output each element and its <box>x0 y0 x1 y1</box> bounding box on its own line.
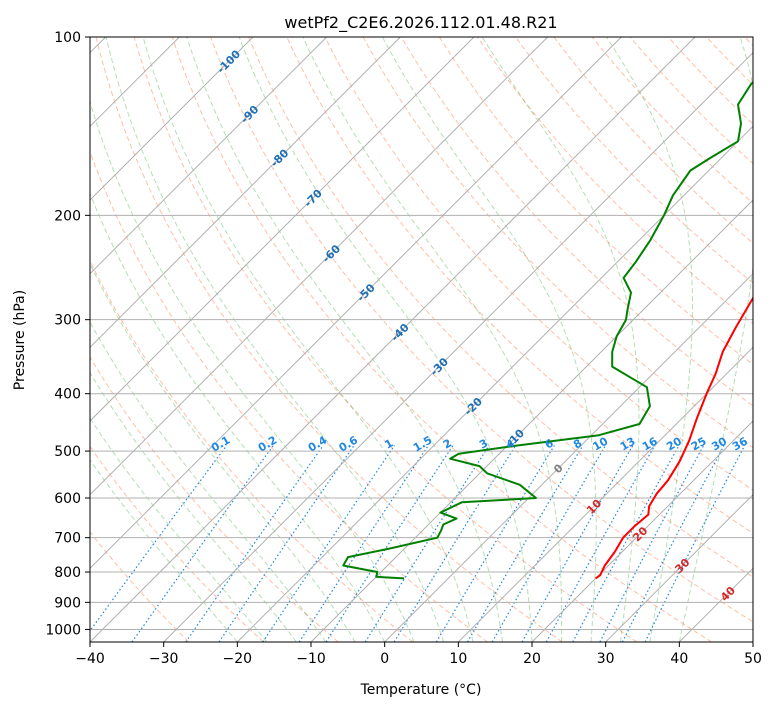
dry-adiabat-line <box>90 150 488 642</box>
mixing-ratio-line <box>325 445 454 642</box>
dry-adiabat-line <box>95 37 563 642</box>
dry-adiabat-line <box>90 531 190 642</box>
y-axis-ticks: 100 200 300 400 500 600 700 800 900 1000 <box>45 30 90 638</box>
y-axis-label: Pressure (hPa) <box>12 290 28 390</box>
dry-adiabat-line <box>591 37 753 204</box>
isotherm-grid-line <box>384 272 753 642</box>
mixing-ratio-line <box>491 445 607 642</box>
x-axis-label: Temperature (°C) <box>360 682 482 698</box>
isotherm-grid-line <box>90 37 622 570</box>
x-tick-label: −10 <box>296 651 326 667</box>
sounding-series <box>342 81 753 580</box>
moist-adiabat-line <box>90 417 268 642</box>
isotherm-grid-line <box>90 37 254 201</box>
isotherm-grid-line <box>90 37 475 422</box>
mixing-ratio-line <box>298 445 429 642</box>
mixing-ratio-line <box>521 445 634 642</box>
x-tick-label: −40 <box>75 651 105 667</box>
temperature-profile-line <box>595 296 753 580</box>
mixing-ratio-line <box>572 445 680 642</box>
isotherm-grid-line <box>605 493 753 642</box>
y-tick-label: 400 <box>54 387 81 403</box>
mixing-ratio-line <box>393 445 517 642</box>
dry-adiabat-line <box>477 37 753 325</box>
moist-adiabat-line <box>238 37 533 642</box>
mixing-ratio-lines <box>90 445 746 642</box>
moist-adiabat-line <box>302 37 563 642</box>
x-tick-label: 0 <box>380 651 389 667</box>
x-tick-label: 10 <box>449 651 467 667</box>
x-tick-label: −20 <box>223 651 253 667</box>
chart-title: wetPf2_C2E6.2026.112.01.48.R21 <box>284 13 557 33</box>
mixing-ratio-line <box>262 445 396 642</box>
isotherm-grid-line <box>531 420 753 642</box>
y-tick-label: 600 <box>54 491 81 507</box>
mixing-ratio-line <box>131 445 274 642</box>
y-tick-label: 300 <box>54 313 81 329</box>
moist-adiabat-line <box>481 37 640 642</box>
dry-adiabat-line <box>286 37 753 534</box>
dry-adiabat-line <box>133 37 638 642</box>
dry-adiabat-line <box>90 259 414 642</box>
x-tick-label: 20 <box>523 651 541 667</box>
isotherm-grid-line <box>236 125 753 642</box>
moist-adiabat-line <box>186 37 503 642</box>
isotherm-grid-line <box>457 346 753 642</box>
y-tick-label: 100 <box>54 30 81 46</box>
y-tick-label: 700 <box>54 531 81 547</box>
x-axis-ticks: −40 −30 −20 −10 0 10 20 30 40 50 <box>75 642 762 667</box>
dry-adiabat-line <box>248 37 753 578</box>
dry-adiabat-line <box>553 37 753 244</box>
isotherm-grid-line <box>90 37 549 496</box>
moist-adiabat-line <box>381 37 597 642</box>
plot-frame <box>89 36 754 643</box>
dry-adiabat-line <box>90 356 339 642</box>
grid-lines <box>90 37 753 642</box>
x-tick-label: 50 <box>744 651 762 667</box>
dewpoint-profile-line <box>342 81 753 580</box>
dry-adiabat-line <box>400 37 753 407</box>
x-tick-label: 40 <box>670 651 688 667</box>
moist-adiabat-line <box>90 192 386 642</box>
moist-adiabat-line <box>142 37 474 642</box>
mixing-ratio-line <box>90 445 228 632</box>
moist-adiabat-line <box>90 321 327 642</box>
y-tick-label: 1000 <box>45 622 81 638</box>
mixing-ratio-line <box>545 445 656 642</box>
moist-adiabat-line <box>678 37 753 642</box>
dry-adiabat-line <box>438 37 753 365</box>
mixing-ratio-line <box>364 445 490 642</box>
moist-adiabat-line <box>90 459 238 642</box>
x-tick-label: 30 <box>597 651 615 667</box>
moist-adiabat-line <box>105 37 445 642</box>
dry-adiabat-line <box>210 37 753 623</box>
mixing-ratio-line <box>599 445 705 642</box>
dry-adiabat-line <box>324 37 753 491</box>
isotherm-grid-line <box>90 37 328 275</box>
moist-adiabat-line <box>606 37 693 642</box>
moist-adiabats <box>90 37 753 642</box>
y-tick-label: 800 <box>54 565 81 581</box>
isotherm-grid-line <box>163 51 753 642</box>
y-tick-label: 900 <box>54 595 81 611</box>
isotherm-grid-line <box>90 37 696 642</box>
isotherm-grid-line <box>310 199 753 642</box>
dry-adiabat-line <box>171 37 712 642</box>
y-tick-label: 200 <box>54 208 81 224</box>
x-tick-label: −30 <box>149 651 179 667</box>
mixing-ratio-line <box>644 445 746 642</box>
isotherm-grid-line <box>90 37 401 349</box>
y-tick-label: 500 <box>54 444 81 460</box>
moist-adiabat-line <box>90 262 356 642</box>
plot-area: 0.1 0.2 0.4 0.6 1 1.5 2 3 4 6 8 10 13 16 20 25 30 36-100-… <box>90 37 753 642</box>
